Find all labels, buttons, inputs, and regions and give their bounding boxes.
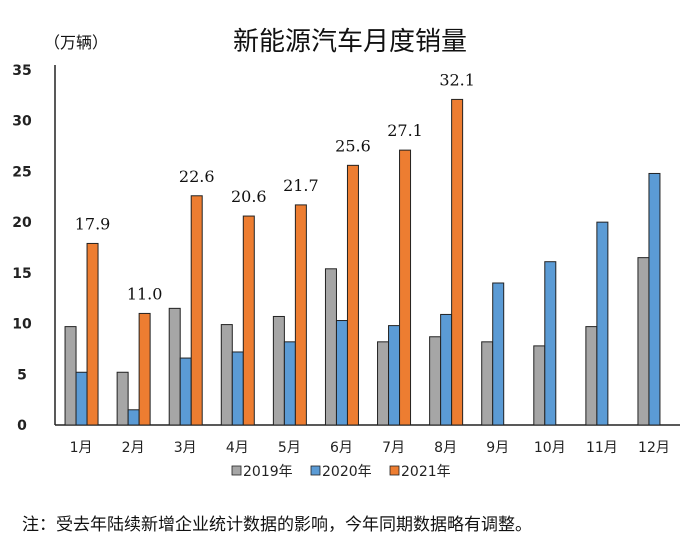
chart-title: 新能源汽车月度销量 [233,27,467,57]
y-axis-unit-label: （万辆） [44,33,108,52]
x-tick-label: 10月 [534,440,566,456]
bar-2019年-9月 [481,341,494,426]
bar-2020年-3月 [179,357,192,426]
bar-2020年-6月 [335,320,348,426]
x-tick-label: 1月 [70,440,93,456]
bar-2021年-3月 [190,195,203,426]
bar-2019年-5月 [272,315,285,426]
bar-2019年-3月 [168,307,181,426]
legend-swatch [310,465,321,476]
bar-2020年-1月 [75,371,88,426]
bar-2019年-11月 [585,326,598,426]
x-tick-label: 11月 [586,440,618,456]
y-tick-label: 35 [12,63,31,79]
bar-2021年-4月 [242,215,255,426]
y-tick-label: 15 [12,266,31,282]
data-label: 22.6 [179,167,215,186]
legend-label: 2021年 [401,464,451,480]
bar-2020年-9月 [492,282,505,426]
bar-2019年-4月 [220,324,233,426]
bar-2020年-7月 [388,325,401,426]
bar-2021年-6月 [346,164,359,426]
x-tick-label: 5月 [278,440,301,456]
bar-2021年-2月 [138,312,151,426]
bar-2019年-8月 [429,336,442,426]
y-tick-label: 10 [12,317,32,333]
x-tick-label: 6月 [330,440,353,456]
bar-2019年-2月 [116,371,129,426]
x-tick-label: 2月 [122,440,145,456]
x-tick-label: 3月 [174,440,197,456]
data-label: 27.1 [387,121,423,140]
legend-swatch [231,465,242,476]
legend-label: 2020年 [322,464,372,480]
bar-2020年-11月 [596,221,609,426]
bar-2020年-4月 [231,351,244,426]
data-label: 21.7 [283,176,319,195]
bar-2021年-7月 [399,149,412,426]
legend-label: 2019年 [243,464,293,480]
x-tick-label: 12月 [638,440,670,456]
data-label: 20.6 [231,187,267,206]
bar-2020年-8月 [440,313,453,426]
footnote: 注：受去年陆续新增企业统计数据的影响，今年同期数据略有调整。 [22,515,532,535]
data-label: 32.1 [439,70,475,89]
x-tick-label: 9月 [486,440,509,456]
data-label: 17.9 [75,214,111,233]
bar-2019年-7月 [377,341,390,426]
bar-2020年-5月 [283,341,296,426]
bar-2020年-2月 [127,409,140,426]
bar-2021年-1月 [86,242,99,426]
bar-2021年-5月 [294,204,307,426]
x-tick-label: 7月 [382,440,405,456]
y-tick-label: 30 [12,114,32,130]
legend-swatch [389,465,400,476]
y-tick-label: 5 [17,367,27,383]
bar-2019年-6月 [324,268,337,426]
bar-2019年-1月 [64,326,77,426]
bar-2019年-10月 [533,345,546,426]
bar-2021年-8月 [451,98,464,426]
bar-2019年-12月 [637,257,650,426]
bar-2020年-12月 [648,172,661,426]
data-label: 25.6 [335,136,371,155]
x-tick-label: 8月 [434,440,457,456]
bar-2020年-10月 [544,261,557,426]
x-tick-label: 4月 [226,440,249,456]
data-label: 11.0 [127,284,163,303]
y-tick-label: 20 [12,215,32,231]
y-tick-label: 25 [12,164,31,180]
y-tick-label: 0 [17,418,27,434]
